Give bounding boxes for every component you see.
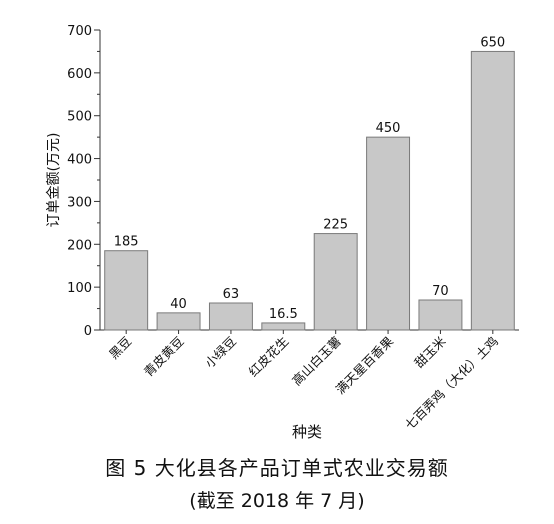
bar bbox=[156, 312, 201, 331]
chart-axes bbox=[99, 30, 519, 331]
value-label: 40 bbox=[170, 297, 187, 312]
bar bbox=[313, 233, 358, 331]
value-labels: 185 40 63 16.5 225 450 70 650 bbox=[114, 35, 505, 322]
bar bbox=[366, 136, 411, 331]
y-axis-label: 订单金额(万元) bbox=[46, 133, 62, 228]
y-tick-label: 400 bbox=[67, 153, 92, 168]
y-tick-label: 700 bbox=[67, 24, 92, 39]
figure-caption-date: (截至 2018 年 7 月) bbox=[189, 490, 365, 512]
value-label: 70 bbox=[432, 284, 449, 299]
x-tick-label: 黑豆 bbox=[106, 334, 134, 362]
x-tick-label: 小绿豆 bbox=[202, 334, 239, 371]
bar bbox=[261, 322, 306, 331]
value-label: 16.5 bbox=[269, 307, 298, 322]
value-label: 650 bbox=[480, 35, 505, 50]
y-tick-label: 200 bbox=[67, 238, 92, 253]
bar bbox=[104, 250, 149, 331]
y-tick-label: 300 bbox=[67, 195, 92, 210]
bar bbox=[470, 50, 515, 331]
y-tick-label: 100 bbox=[67, 281, 92, 296]
x-tick-label: 高山白玉薯 bbox=[289, 334, 344, 389]
x-tick-label: 红皮花生 bbox=[245, 334, 291, 380]
figure-caption: 图 5 大化县各产品订单式农业交易额 bbox=[105, 456, 449, 480]
value-label: 225 bbox=[323, 218, 348, 233]
x-tick-label: 七百弄鸡（大化）土鸡 bbox=[402, 334, 501, 433]
bar bbox=[418, 299, 463, 331]
x-tick-label: 青皮黄豆 bbox=[141, 334, 187, 380]
bar-chart: 0 100 200 300 400 500 600 700 185 40 63 16.5 225 450… bbox=[46, 24, 519, 441]
y-axis-ticks: 0 100 200 300 400 500 600 700 bbox=[67, 24, 100, 339]
value-label: 63 bbox=[223, 287, 240, 302]
x-axis-label: 种类 bbox=[292, 423, 322, 441]
bars-group bbox=[104, 50, 515, 331]
bar bbox=[208, 302, 253, 331]
value-label: 185 bbox=[114, 235, 139, 250]
y-tick-label: 500 bbox=[67, 110, 92, 125]
value-label: 450 bbox=[376, 121, 401, 136]
x-tick-label: 甜玉米 bbox=[411, 333, 448, 370]
y-tick-label: 0 bbox=[84, 324, 92, 339]
y-tick-label: 600 bbox=[67, 67, 92, 82]
